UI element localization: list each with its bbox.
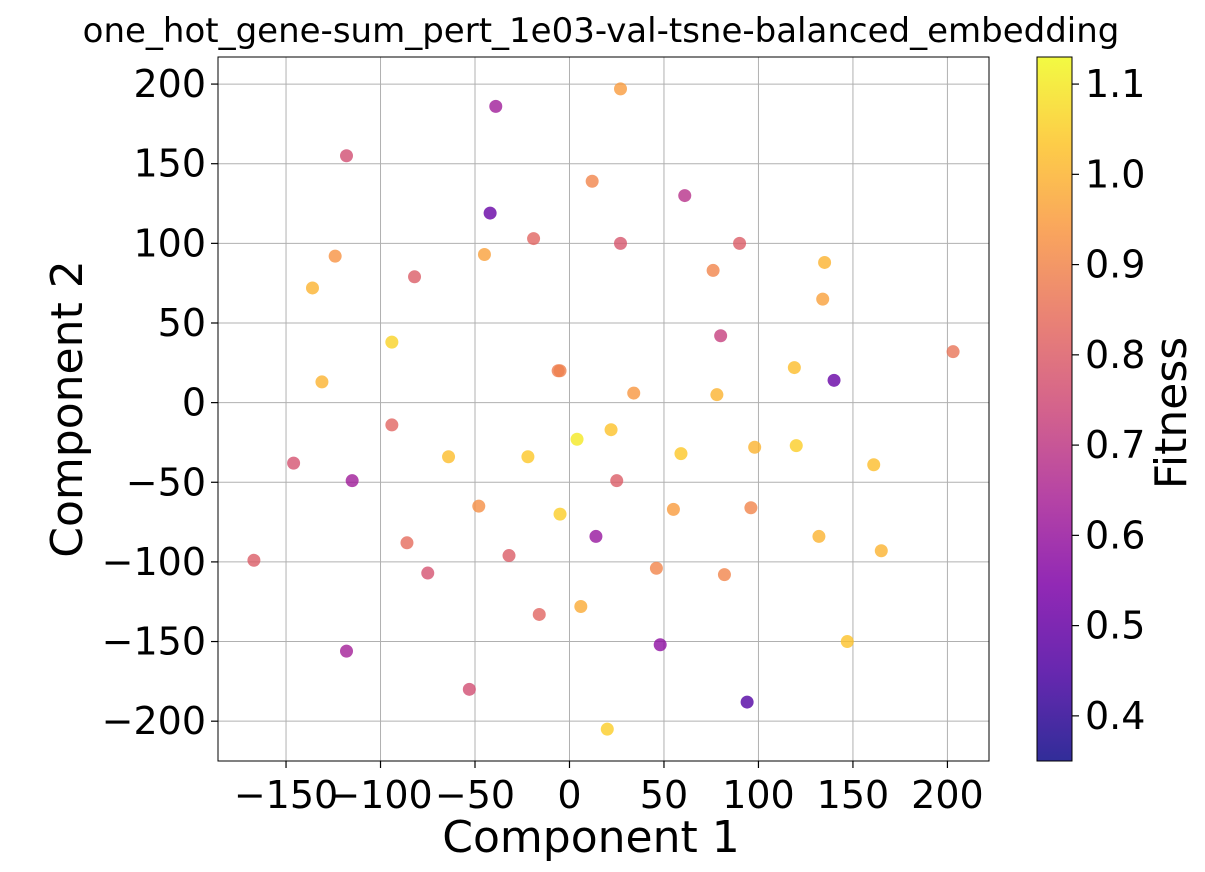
data-point xyxy=(489,99,503,113)
data-point xyxy=(946,345,960,359)
x-tick-label: −100 xyxy=(328,773,432,817)
data-point xyxy=(666,502,680,516)
data-point xyxy=(604,423,618,437)
colorbar-tick-label: 0.4 xyxy=(1085,694,1145,738)
colorbar-tick-label: 0.8 xyxy=(1085,333,1145,377)
data-point xyxy=(589,529,603,543)
data-point xyxy=(502,549,516,563)
data-point xyxy=(287,456,301,470)
data-point xyxy=(744,501,758,515)
x-tick-label: 200 xyxy=(911,773,984,817)
data-point xyxy=(710,388,724,402)
data-point xyxy=(385,335,399,349)
data-point xyxy=(385,418,399,432)
scatter-points xyxy=(247,82,960,736)
colorbar-tick-label: 1.0 xyxy=(1085,152,1145,196)
data-point xyxy=(787,361,801,375)
colorbar xyxy=(1037,57,1072,761)
data-point xyxy=(472,499,486,513)
data-point xyxy=(527,232,541,246)
data-point xyxy=(706,263,720,277)
y-tick-label: −150 xyxy=(102,620,206,664)
data-point xyxy=(600,722,614,736)
x-tick-label: 0 xyxy=(557,773,581,817)
data-point xyxy=(714,329,728,343)
data-point xyxy=(678,189,692,203)
data-point xyxy=(733,236,747,250)
colorbar-tick-label: 0.5 xyxy=(1085,604,1145,648)
data-point xyxy=(653,638,667,652)
colorbar-tick-label: 0.9 xyxy=(1085,243,1145,287)
data-point xyxy=(483,206,497,220)
x-axis: −150−100 −50 0 50 100 150 200 xyxy=(234,761,984,817)
data-point xyxy=(674,447,688,461)
x-axis-label: Component 1 xyxy=(442,812,739,863)
data-point xyxy=(610,474,624,488)
colorbar-tick-label: 0.7 xyxy=(1085,423,1145,467)
colorbar-tick-label: 0.6 xyxy=(1085,513,1145,557)
x-tick-label: 150 xyxy=(817,773,890,817)
data-point xyxy=(816,292,830,306)
data-point xyxy=(748,440,762,454)
y-tick-label: −50 xyxy=(126,460,206,504)
data-point xyxy=(818,255,832,269)
data-point xyxy=(305,281,319,295)
y-tick-label: 100 xyxy=(133,221,206,265)
x-tick-label: −50 xyxy=(435,773,515,817)
data-point xyxy=(874,544,888,558)
data-point xyxy=(328,249,342,263)
data-point xyxy=(649,561,663,575)
data-point xyxy=(553,364,567,378)
data-point xyxy=(717,568,731,582)
data-point xyxy=(553,507,567,521)
y-tick-label: −200 xyxy=(102,699,206,743)
data-point xyxy=(574,600,588,614)
data-point xyxy=(345,474,359,488)
y-tick-label: 200 xyxy=(133,62,206,106)
data-point xyxy=(614,82,628,96)
data-point xyxy=(315,375,329,389)
x-tick-label: −150 xyxy=(234,773,338,817)
colorbar-label: Fitness xyxy=(1146,337,1197,489)
data-point xyxy=(247,553,261,567)
grid xyxy=(218,57,989,761)
data-point xyxy=(740,695,754,709)
colorbar-axis: 0.4 0.5 0.6 0.7 0.8 0.9 1.0 1.1 xyxy=(1072,62,1145,738)
x-tick-label: 50 xyxy=(640,773,688,817)
data-point xyxy=(400,536,414,550)
data-point xyxy=(614,236,628,250)
data-point xyxy=(340,644,353,658)
data-point xyxy=(421,566,435,580)
data-point xyxy=(840,635,854,649)
y-tick-label: 50 xyxy=(158,301,206,345)
data-point xyxy=(627,386,641,400)
data-point xyxy=(812,529,826,543)
data-point xyxy=(570,432,584,446)
y-tick-label: 150 xyxy=(133,142,206,186)
colorbar-frame xyxy=(1036,56,1073,762)
data-point xyxy=(521,450,535,464)
data-point xyxy=(585,174,599,188)
y-axis-label: Component 2 xyxy=(42,260,93,557)
data-point xyxy=(789,439,803,453)
data-point xyxy=(340,149,353,163)
chart-title: one_hot_gene-sum_pert_1e03-val-tsne-bala… xyxy=(83,11,1120,51)
data-point xyxy=(408,270,422,284)
plot-frame xyxy=(217,56,990,762)
data-point xyxy=(462,682,476,696)
data-point xyxy=(477,248,491,262)
data-point xyxy=(827,373,841,387)
colorbar-tick-label: 1.1 xyxy=(1085,62,1145,106)
y-tick-label: −100 xyxy=(102,540,206,584)
y-axis: −200 −150 −100 −50 0 50 100 150 200 xyxy=(102,62,218,743)
data-point xyxy=(442,450,456,464)
y-tick-label: 0 xyxy=(182,381,206,425)
data-point xyxy=(867,458,881,472)
x-tick-label: 100 xyxy=(722,773,795,817)
data-point xyxy=(532,607,546,621)
